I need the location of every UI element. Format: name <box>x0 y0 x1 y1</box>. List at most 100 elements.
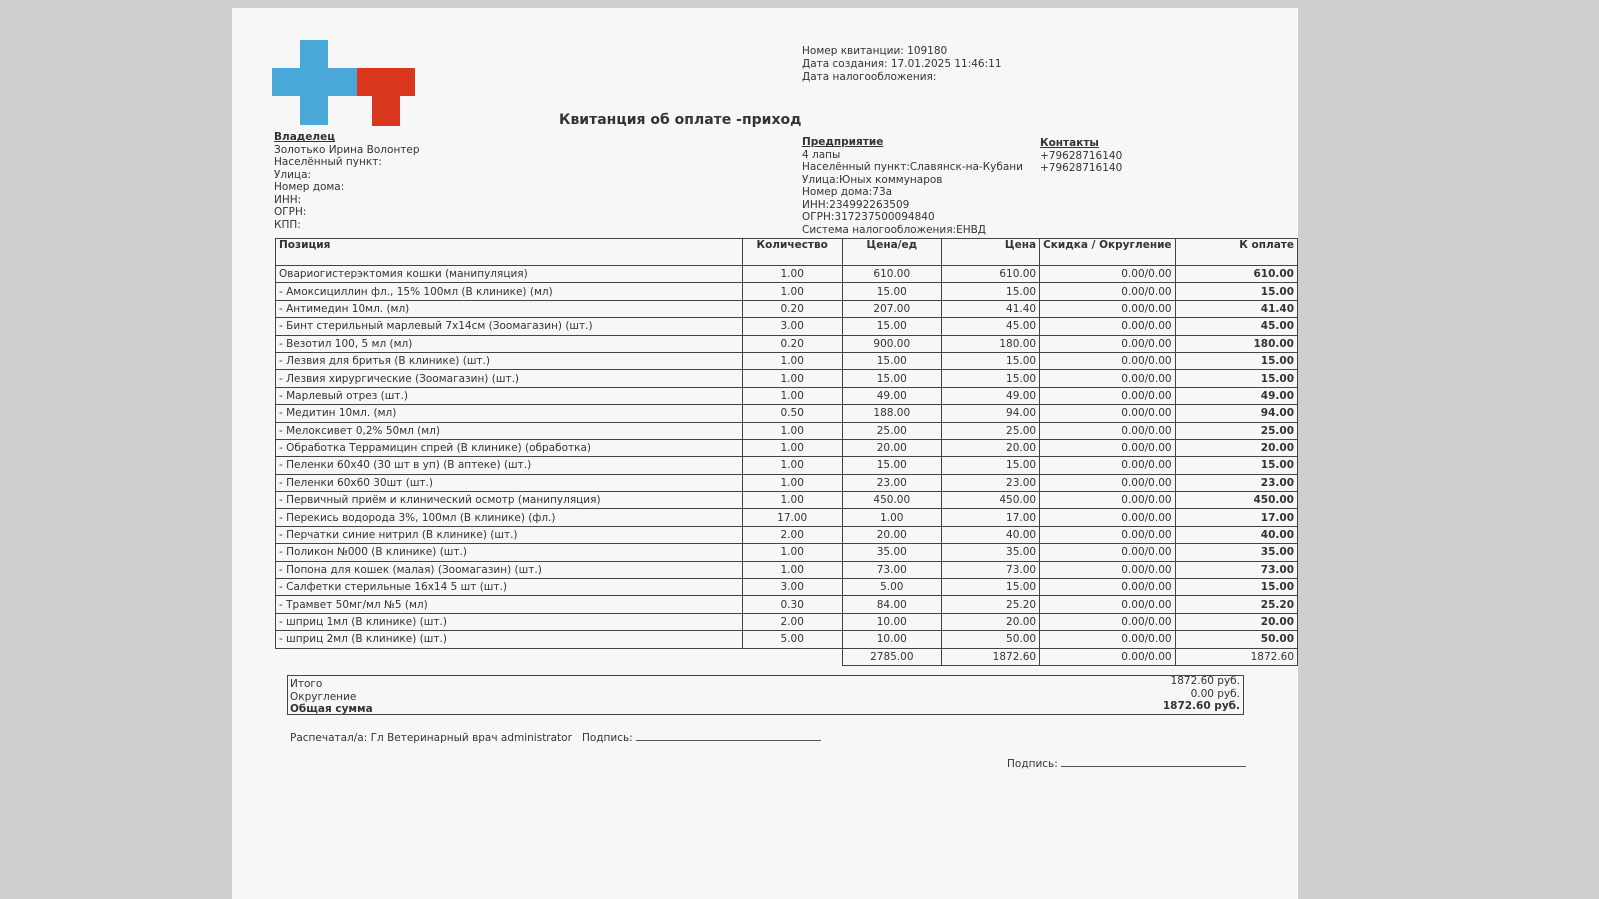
cell: 5.00 <box>841 578 942 597</box>
cell: 35.00 <box>1174 543 1299 562</box>
cell: 20.00 <box>940 612 1041 632</box>
cell: 610.00 <box>841 264 942 284</box>
receipt-number: Номер квитанции: 109180 <box>802 45 948 57</box>
item-row: - Бинт стерильный марлевый 7x14см (Зоома… <box>275 317 1299 336</box>
cell: 610.00 <box>1174 264 1299 284</box>
info-line: +79628716140 <box>1040 149 1123 162</box>
cell: 15.00 <box>841 282 942 301</box>
cell: 23.00 <box>1174 473 1299 493</box>
cell: - Амоксициллин фл., 15% 100мл (В клинике… <box>275 282 743 301</box>
cell: 20.00 <box>1174 612 1299 632</box>
cell: 50.00 <box>1174 630 1299 649</box>
item-row: - Трамвет 50мг/мл №5 (мл) 0.30 84.00 25.20 0… <box>275 595 1299 614</box>
cell: - Везотил 100, 5 мл (мл) <box>275 334 743 353</box>
column-header: Цена/ед <box>841 238 942 266</box>
item-row: - Лезвия для бритья (В клинике) (шт.) 1.0… <box>275 351 1299 371</box>
info-line: Номер дома: <box>274 181 345 193</box>
cell: 73.00 <box>841 560 942 580</box>
cell: 25.20 <box>940 595 1041 614</box>
block-heading: Владелец <box>274 131 335 143</box>
cell: 25.20 <box>1174 595 1299 614</box>
cell: 0.00/0.00 <box>1039 438 1176 458</box>
info-line: ОГРН:317237500094840 <box>802 211 935 223</box>
column-header: Цена <box>940 238 1041 266</box>
created-date: Дата создания: 17.01.2025 11:46:11 <box>802 58 1002 70</box>
cell: 45.00 <box>1174 317 1299 336</box>
cell: 15.00 <box>940 578 1041 597</box>
cell: 15.00 <box>940 351 1041 371</box>
cell: 3.00 <box>741 317 843 336</box>
item-row: - Салфетки стерильные 16x14 5 шт (шт.) 3.… <box>275 578 1299 597</box>
logo <box>272 40 415 126</box>
cell: 1.00 <box>741 491 843 510</box>
spacer <box>276 648 843 665</box>
cell: 1.00 <box>741 438 843 458</box>
cell: 15.00 <box>841 456 942 475</box>
cell: 10.00 <box>841 630 942 649</box>
item-row: - Везотил 100, 5 мл (мл) 0.20 900.00 180.00… <box>275 334 1299 353</box>
info-line: Улица: <box>274 168 312 181</box>
cell: - Медитин 10мл. (мл) <box>275 404 743 423</box>
cell: 0.00/0.00 <box>1039 595 1176 614</box>
item-row: - Амоксициллин фл., 15% 100мл (В клинике… <box>275 282 1299 301</box>
signature2-line: Подпись: <box>1007 758 1247 771</box>
contacts-block: Контакты +79628716140 +79628716140 <box>1040 137 1122 175</box>
item-row: - Мелоксивет 0,2% 50мл (мл) 1.00 25.00 25.0… <box>275 421 1299 440</box>
cell: 15.00 <box>841 369 942 388</box>
cell: 40.00 <box>940 525 1041 545</box>
cell: 23.00 <box>841 473 942 493</box>
cell: 94.00 <box>940 404 1041 423</box>
summary-value: 1872.60 руб. <box>1170 675 1240 687</box>
cell: 0.50 <box>741 404 843 423</box>
summary-value: 0.00 руб. <box>1190 687 1240 700</box>
column-header: К оплате <box>1174 238 1299 266</box>
cell: 0.00/0.00 <box>1039 264 1176 284</box>
signature-label: Подпись: <box>1007 758 1058 770</box>
summary-box: Итого Округление Общая сумма 1872.60 руб. 0… <box>287 675 1244 715</box>
cell: 1.00 <box>741 543 843 562</box>
cell: - Пеленки 60x40 (30 шт в уп) (В аптеке) … <box>275 456 743 475</box>
summary-value: 1872.60 руб. <box>1162 700 1240 712</box>
cell: - Салфетки стерильные 16x14 5 шт (шт.) <box>275 578 743 597</box>
info-line: +79628716140 <box>1040 162 1123 174</box>
info-line: ОГРН: <box>274 206 307 218</box>
printed-by-line: Распечатал/а: Гл Ветеринарный врач admin… <box>290 732 822 745</box>
cell: 1.00 <box>741 473 843 493</box>
cell: 15.00 <box>1174 351 1299 371</box>
cell: 73.00 <box>1174 560 1299 580</box>
info-line: ИНН:234992263509 <box>802 198 910 211</box>
cell: 49.00 <box>841 386 942 406</box>
cell: 35.00 <box>940 543 1041 562</box>
info-line: Населённый пункт:Славянск-на-Кубани <box>802 161 1023 173</box>
signature-label: Подпись: <box>581 732 633 744</box>
cell: 0.00/0.00 <box>1039 560 1176 580</box>
cell: 25.00 <box>1174 421 1299 440</box>
cell: 41.40 <box>940 299 1041 319</box>
cell: 15.00 <box>940 456 1041 475</box>
items-table: Позиция Количество Цена/ед Цена Скидка / Окр… <box>275 238 1299 666</box>
cell: 15.00 <box>841 317 942 336</box>
cell: 17.00 <box>741 508 843 527</box>
column-header: Количество <box>741 238 843 266</box>
info-line: Улица:Юных коммунаров <box>802 173 943 186</box>
cell: 188.00 <box>841 404 942 423</box>
total-cell: 1872.60 <box>1174 647 1299 666</box>
cell: 20.00 <box>841 438 942 458</box>
cell: 0.00/0.00 <box>1039 404 1176 423</box>
column-header: Позиция <box>275 238 743 266</box>
cell: 0.00/0.00 <box>1039 351 1176 371</box>
cell: Овариогистерэктомия кошки (манипуляция) <box>275 264 743 284</box>
title: Квитанция об оплате -приход <box>559 112 802 128</box>
cell: 0.00/0.00 <box>1039 543 1176 562</box>
cell: 2.00 <box>741 525 843 545</box>
cell: 0.00/0.00 <box>1039 578 1176 597</box>
cell: 0.00/0.00 <box>1039 421 1176 440</box>
cell: 1.00 <box>741 560 843 580</box>
cell: 450.00 <box>1174 491 1299 510</box>
cell: 15.00 <box>841 351 942 371</box>
summary-values: 1872.60 руб. 0.00 руб. 1872.60 руб. <box>1163 675 1240 713</box>
cell: 1.00 <box>741 351 843 371</box>
signature-line <box>1061 766 1247 767</box>
owner-block: Владелец Золотько Ирина Волонтер Населённы… <box>274 131 420 231</box>
cell: 15.00 <box>1174 578 1299 597</box>
